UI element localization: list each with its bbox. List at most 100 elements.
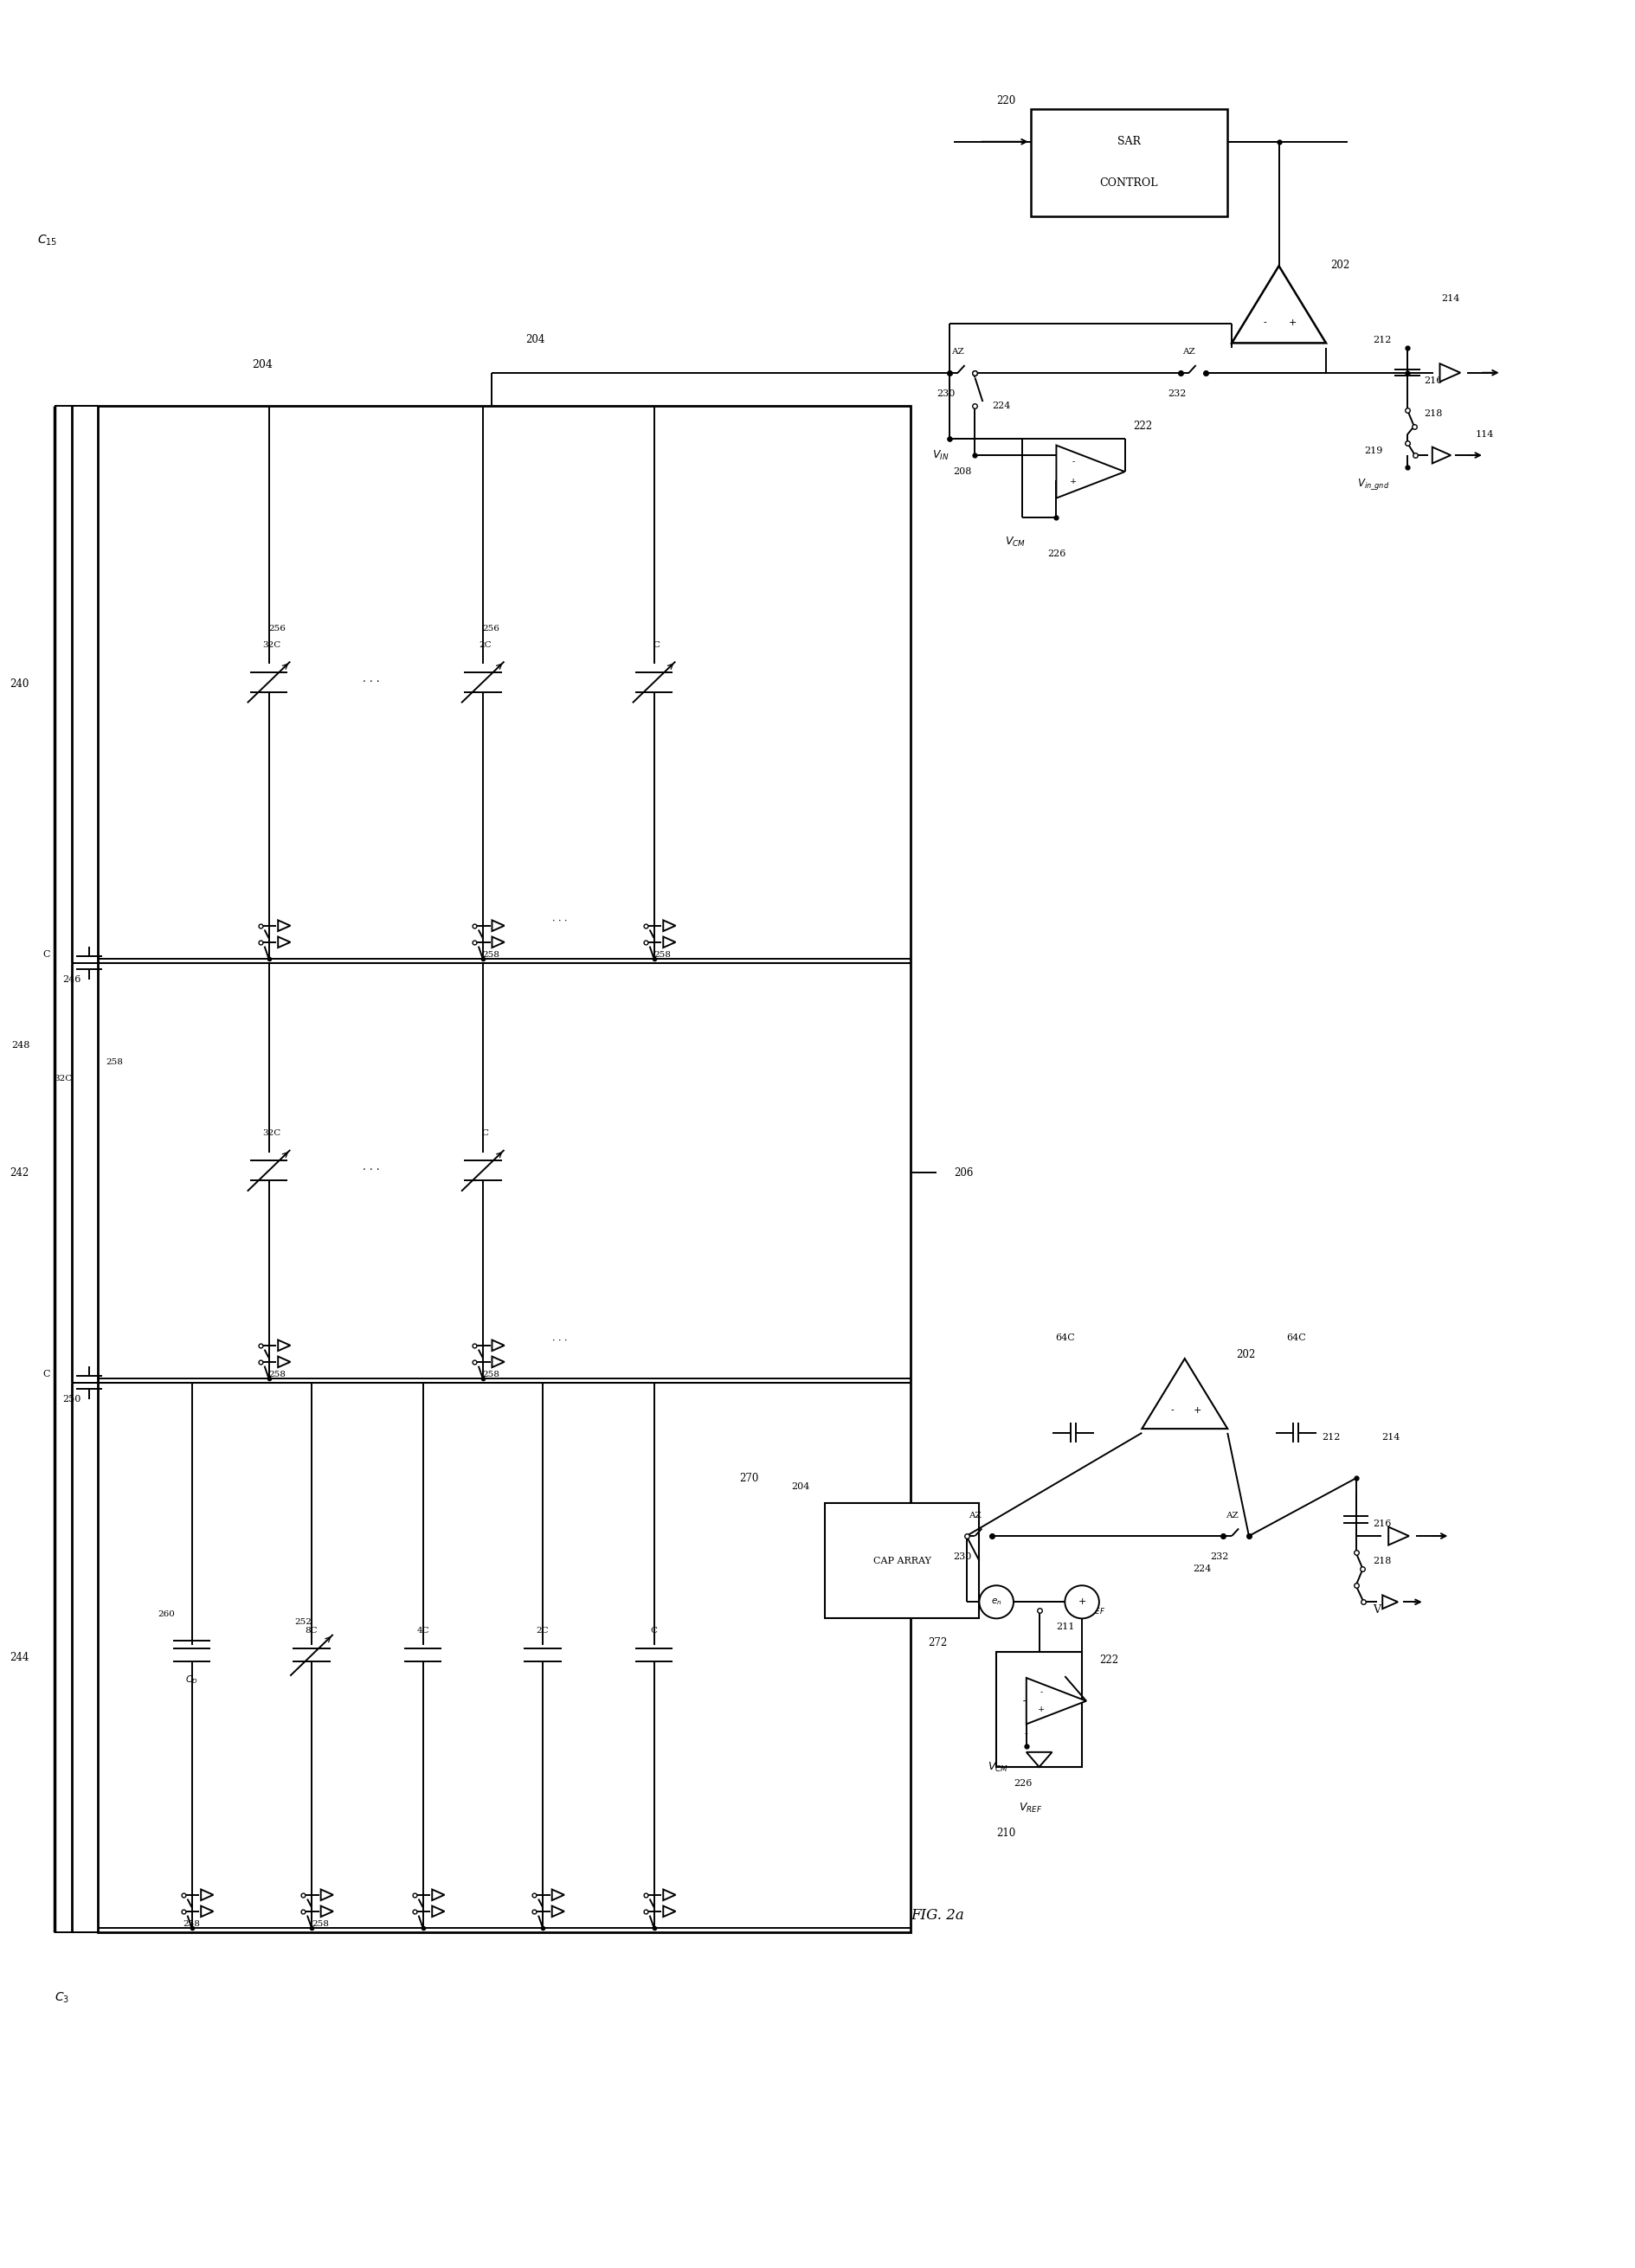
Text: C: C xyxy=(43,950,49,959)
Text: 8C: 8C xyxy=(306,1626,317,1635)
Text: 212: 212 xyxy=(1321,1433,1339,1440)
Text: 32C: 32C xyxy=(262,1129,280,1136)
Text: 218: 218 xyxy=(1372,1556,1391,1565)
Polygon shape xyxy=(662,921,675,932)
Text: 204: 204 xyxy=(791,1483,809,1490)
Text: $V_{REF}$: $V_{REF}$ xyxy=(1081,1603,1105,1617)
Text: +: + xyxy=(1069,479,1076,485)
Text: CONTROL: CONTROL xyxy=(1099,177,1158,188)
Text: AZ: AZ xyxy=(952,349,963,356)
Polygon shape xyxy=(1439,363,1460,381)
Text: 204: 204 xyxy=(525,333,544,345)
Text: -: - xyxy=(1262,318,1265,327)
Text: 4C: 4C xyxy=(417,1626,428,1635)
Text: 64C: 64C xyxy=(1285,1334,1305,1343)
Text: 214: 214 xyxy=(1440,295,1460,304)
Text: $V_{CM}$: $V_{CM}$ xyxy=(1004,535,1025,549)
Text: · · ·: · · · xyxy=(553,916,567,925)
Text: 226: 226 xyxy=(1014,1778,1032,1787)
Polygon shape xyxy=(278,1356,289,1368)
Text: 32C: 32C xyxy=(262,642,280,649)
Text: CAP ARRAY: CAP ARRAY xyxy=(873,1556,930,1565)
Text: $e_n$: $e_n$ xyxy=(991,1597,1001,1608)
Bar xyxy=(98,406,911,1932)
Circle shape xyxy=(1064,1585,1099,1619)
Text: 226: 226 xyxy=(1046,549,1066,558)
Polygon shape xyxy=(551,1889,564,1901)
Text: 224: 224 xyxy=(991,401,1010,411)
Polygon shape xyxy=(201,1889,213,1901)
Polygon shape xyxy=(278,1340,289,1352)
Text: C: C xyxy=(43,1370,49,1379)
Text: -: - xyxy=(1071,458,1074,465)
Bar xyxy=(1030,109,1226,215)
Text: 242: 242 xyxy=(10,1168,29,1179)
Text: C: C xyxy=(482,1129,489,1136)
Text: 250: 250 xyxy=(62,1395,82,1404)
Text: 219: 219 xyxy=(1364,447,1382,456)
Polygon shape xyxy=(662,1905,675,1916)
Text: 202: 202 xyxy=(1329,261,1349,272)
Text: 258: 258 xyxy=(311,1919,329,1928)
Polygon shape xyxy=(1432,447,1450,463)
Text: 210: 210 xyxy=(996,1828,1015,1839)
Text: 244: 244 xyxy=(10,1651,29,1662)
Text: · · ·: · · · xyxy=(363,676,379,687)
Bar xyxy=(824,1504,979,1619)
Text: 2C: 2C xyxy=(536,1626,549,1635)
Text: 212: 212 xyxy=(1372,336,1391,345)
Text: C: C xyxy=(651,1626,657,1635)
Text: +: + xyxy=(1288,318,1297,327)
Text: 32C: 32C xyxy=(54,1075,72,1082)
Text: 220: 220 xyxy=(996,95,1015,107)
Text: V: V xyxy=(1372,1603,1380,1615)
Text: 230: 230 xyxy=(935,390,955,397)
Text: 232: 232 xyxy=(1167,390,1185,397)
Polygon shape xyxy=(1382,1594,1398,1608)
Polygon shape xyxy=(432,1889,445,1901)
Text: 246: 246 xyxy=(62,975,82,984)
Text: 240: 240 xyxy=(10,678,29,689)
Text: 258: 258 xyxy=(482,1370,500,1379)
Polygon shape xyxy=(320,1905,334,1916)
Text: -: - xyxy=(1040,1687,1041,1696)
Text: 222: 222 xyxy=(1099,1653,1118,1665)
Polygon shape xyxy=(1025,1678,1086,1724)
Text: 270: 270 xyxy=(739,1472,759,1483)
Text: 208: 208 xyxy=(953,467,971,476)
Text: · · ·: · · · xyxy=(553,1336,567,1345)
Text: 258: 258 xyxy=(482,950,500,959)
Text: 258: 258 xyxy=(268,1370,286,1379)
Text: 204: 204 xyxy=(252,358,271,370)
Text: 260: 260 xyxy=(157,1610,175,1617)
Polygon shape xyxy=(278,921,289,932)
Polygon shape xyxy=(320,1889,334,1901)
Text: $V_{IN}$: $V_{IN}$ xyxy=(932,449,948,463)
Text: FIG. 2a: FIG. 2a xyxy=(911,1907,963,1923)
Text: 214: 214 xyxy=(1382,1433,1400,1440)
Text: 232: 232 xyxy=(1210,1551,1228,1560)
Circle shape xyxy=(979,1585,1014,1619)
Text: $C_{15}$: $C_{15}$ xyxy=(38,234,57,247)
Text: SAR: SAR xyxy=(1117,136,1140,147)
Text: $V_{REF}$: $V_{REF}$ xyxy=(1019,1801,1041,1814)
Polygon shape xyxy=(432,1905,445,1916)
Polygon shape xyxy=(1231,265,1326,342)
Text: 218: 218 xyxy=(1424,411,1442,417)
Text: 211: 211 xyxy=(1056,1622,1074,1631)
Text: +: + xyxy=(1037,1706,1045,1715)
Polygon shape xyxy=(1388,1526,1408,1545)
Text: 64C: 64C xyxy=(1055,1334,1074,1343)
Polygon shape xyxy=(662,937,675,948)
Text: +: + xyxy=(1022,1696,1030,1706)
Text: 216: 216 xyxy=(1424,376,1442,386)
Text: 2C: 2C xyxy=(479,642,492,649)
Text: 224: 224 xyxy=(1192,1565,1212,1574)
Polygon shape xyxy=(1141,1359,1226,1429)
Text: · · ·: · · · xyxy=(363,1166,379,1177)
Polygon shape xyxy=(492,1356,504,1368)
Text: $V_{in\_gnd}$: $V_{in\_gnd}$ xyxy=(1355,476,1388,492)
Text: 258: 258 xyxy=(654,950,670,959)
Polygon shape xyxy=(1025,1753,1051,1767)
Polygon shape xyxy=(551,1905,564,1916)
